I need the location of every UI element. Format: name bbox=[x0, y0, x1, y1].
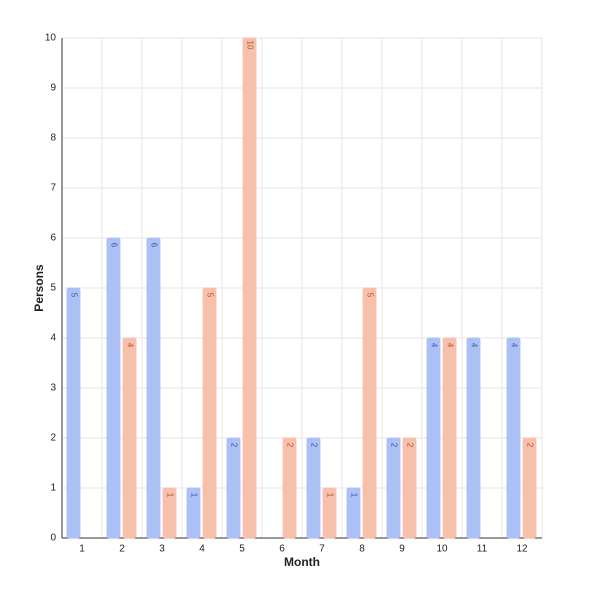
bar bbox=[186, 487, 201, 539]
bar bbox=[146, 237, 161, 539]
bar bbox=[346, 487, 361, 539]
x-tick-label: 11 bbox=[477, 544, 488, 555]
x-tick-label: 8 bbox=[359, 544, 365, 555]
data-label: 4 bbox=[125, 343, 134, 348]
data-label: 5 bbox=[69, 293, 78, 298]
y-tick-label: 0 bbox=[50, 533, 56, 544]
data-label: 1 bbox=[325, 493, 334, 498]
data-label: 2 bbox=[525, 443, 534, 448]
bar bbox=[426, 337, 441, 539]
data-label: 2 bbox=[309, 443, 318, 448]
y-tick-label: 6 bbox=[50, 233, 56, 244]
bar bbox=[66, 287, 81, 539]
y-tick-label: 4 bbox=[50, 333, 56, 344]
y-axis-title: Persons bbox=[32, 264, 46, 312]
x-tick-label: 3 bbox=[159, 544, 165, 555]
data-label: 4 bbox=[509, 343, 518, 348]
data-label: 6 bbox=[109, 243, 118, 248]
bar bbox=[442, 337, 457, 539]
y-tick-label: 3 bbox=[50, 383, 56, 394]
bar bbox=[282, 437, 297, 539]
x-tick-label: 2 bbox=[119, 544, 125, 555]
x-tick-label: 1 bbox=[79, 544, 85, 555]
data-label: 1 bbox=[165, 493, 174, 498]
x-tick-label: 9 bbox=[399, 544, 405, 555]
bar bbox=[202, 287, 217, 539]
bar bbox=[106, 237, 121, 539]
bar bbox=[402, 437, 417, 539]
y-tick-label: 1 bbox=[50, 483, 56, 494]
data-label: 5 bbox=[365, 293, 374, 298]
bar bbox=[362, 287, 377, 539]
bar bbox=[306, 437, 321, 539]
x-tick-label: 5 bbox=[239, 544, 245, 555]
y-tick-label: 8 bbox=[50, 133, 56, 144]
data-label: 6 bbox=[149, 243, 158, 248]
x-tick-label: 12 bbox=[516, 544, 528, 555]
x-tick-label: 6 bbox=[279, 544, 285, 555]
data-label: 10 bbox=[245, 41, 254, 50]
data-label: 5 bbox=[205, 293, 214, 298]
data-label: 4 bbox=[429, 343, 438, 348]
data-label: 1 bbox=[189, 493, 198, 498]
bar bbox=[466, 337, 481, 539]
data-label: 2 bbox=[229, 443, 238, 448]
bar bbox=[242, 37, 257, 539]
bar bbox=[322, 487, 337, 539]
data-label: 4 bbox=[469, 343, 478, 348]
bar bbox=[162, 487, 177, 539]
bar bbox=[226, 437, 241, 539]
x-tick-label: 4 bbox=[199, 544, 205, 555]
y-tick-label: 9 bbox=[50, 83, 56, 94]
x-tick-label: 7 bbox=[319, 544, 325, 555]
data-label: 2 bbox=[389, 443, 398, 448]
bar bbox=[386, 437, 401, 539]
data-label: 2 bbox=[405, 443, 414, 448]
bar bbox=[522, 437, 537, 539]
data-label: 2 bbox=[285, 443, 294, 448]
x-axis-title: Month bbox=[284, 555, 320, 569]
y-tick-label: 5 bbox=[50, 283, 56, 294]
y-tick-label: 10 bbox=[45, 33, 57, 44]
x-tick-label: 10 bbox=[436, 544, 448, 555]
bar bbox=[122, 337, 137, 539]
y-tick-label: 7 bbox=[50, 183, 56, 194]
y-tick-label: 2 bbox=[50, 433, 56, 444]
bar bbox=[506, 337, 521, 539]
data-label: 1 bbox=[349, 493, 358, 498]
data-label: 4 bbox=[445, 343, 454, 348]
